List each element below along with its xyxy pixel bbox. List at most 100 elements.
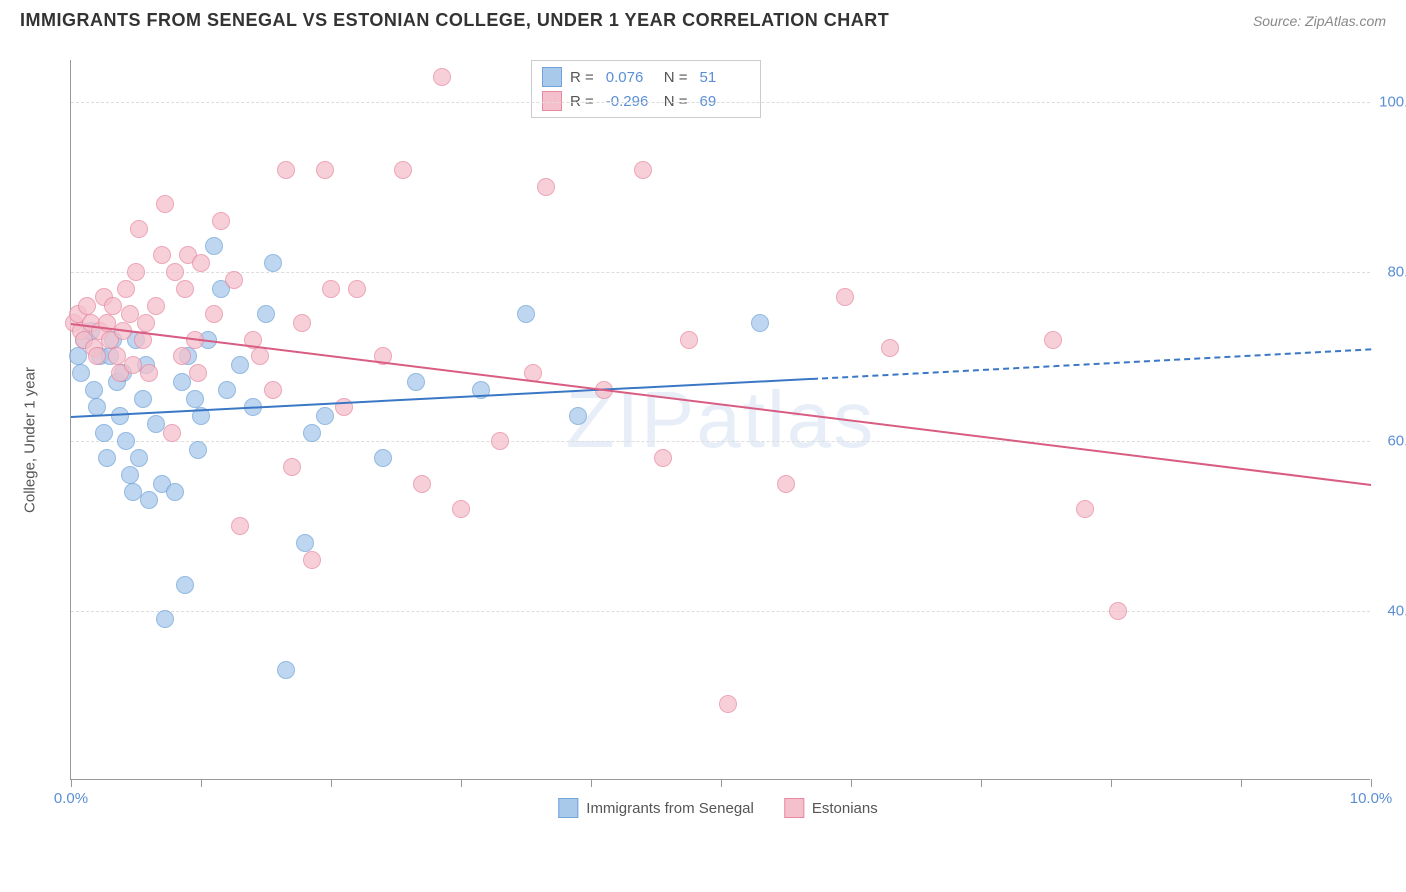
y-tick-label: 40.0% xyxy=(1387,602,1406,619)
data-point xyxy=(836,288,854,306)
y-axis-label: College, Under 1 year xyxy=(22,367,39,513)
data-point xyxy=(283,458,301,476)
data-point xyxy=(517,305,535,323)
y-tick-label: 80.0% xyxy=(1387,263,1406,280)
y-tick-label: 60.0% xyxy=(1387,433,1406,450)
data-point xyxy=(130,449,148,467)
data-point xyxy=(251,347,269,365)
data-point xyxy=(348,280,366,298)
legend-label: Immigrants from Senegal xyxy=(586,800,754,817)
data-point xyxy=(218,381,236,399)
data-point xyxy=(680,331,698,349)
data-point xyxy=(264,381,282,399)
legend-n-label: N = xyxy=(664,69,688,86)
data-point xyxy=(1076,500,1094,518)
x-tick xyxy=(981,779,982,787)
data-point xyxy=(108,347,126,365)
data-point xyxy=(303,551,321,569)
data-point xyxy=(491,432,509,450)
legend-swatch xyxy=(784,798,804,818)
data-point xyxy=(212,212,230,230)
x-tick xyxy=(591,779,592,787)
x-tick xyxy=(1241,779,1242,787)
chart-source: Source: ZipAtlas.com xyxy=(1253,13,1386,29)
gridline xyxy=(71,441,1370,442)
data-point xyxy=(95,424,113,442)
data-point xyxy=(537,178,555,196)
chart-container: College, Under 1 year ZIPatlas R = 0.076… xyxy=(50,50,1386,830)
data-point xyxy=(156,195,174,213)
data-point xyxy=(78,297,96,315)
data-point xyxy=(88,347,106,365)
data-point xyxy=(394,161,412,179)
y-tick-label: 100.0% xyxy=(1379,94,1406,111)
legend-item: Estonians xyxy=(784,798,878,818)
data-point xyxy=(654,449,672,467)
x-tick-label: 10.0% xyxy=(1350,790,1393,807)
data-point xyxy=(407,373,425,391)
data-point xyxy=(153,246,171,264)
x-tick xyxy=(1371,779,1372,787)
gridline xyxy=(71,272,1370,273)
data-point xyxy=(452,500,470,518)
data-point xyxy=(156,610,174,628)
data-point xyxy=(264,254,282,272)
data-point xyxy=(277,661,295,679)
trend-line xyxy=(71,323,1371,486)
legend-n-value: 69 xyxy=(700,93,750,110)
x-tick xyxy=(851,779,852,787)
data-point xyxy=(277,161,295,179)
legend-label: Estonians xyxy=(812,800,878,817)
data-point xyxy=(433,68,451,86)
data-point xyxy=(189,364,207,382)
legend-swatch xyxy=(558,798,578,818)
data-point xyxy=(163,424,181,442)
data-point xyxy=(189,441,207,459)
data-point xyxy=(137,314,155,332)
data-point xyxy=(117,432,135,450)
data-point xyxy=(173,347,191,365)
data-point xyxy=(205,237,223,255)
legend-n-value: 51 xyxy=(700,69,750,86)
data-point xyxy=(98,449,116,467)
data-point xyxy=(719,695,737,713)
x-tick xyxy=(721,779,722,787)
data-point xyxy=(176,280,194,298)
data-point xyxy=(140,364,158,382)
data-point xyxy=(117,280,135,298)
data-point xyxy=(134,390,152,408)
x-tick xyxy=(461,779,462,787)
series-legend: Immigrants from Senegal Estonians xyxy=(558,798,877,818)
gridline xyxy=(71,611,1370,612)
chart-header: IMMIGRANTS FROM SENEGAL VS ESTONIAN COLL… xyxy=(0,0,1406,36)
data-point xyxy=(205,305,223,323)
data-point xyxy=(296,534,314,552)
data-point xyxy=(121,466,139,484)
data-point xyxy=(72,364,90,382)
data-point xyxy=(634,161,652,179)
data-point xyxy=(257,305,275,323)
x-tick xyxy=(71,779,72,787)
data-point xyxy=(293,314,311,332)
data-point xyxy=(777,475,795,493)
data-point xyxy=(85,381,103,399)
data-point xyxy=(413,475,431,493)
data-point xyxy=(1109,602,1127,620)
x-tick xyxy=(201,779,202,787)
legend-r-value: 0.076 xyxy=(606,69,656,86)
correlation-legend: R = 0.076 N = 51 R = -0.296 N = 69 xyxy=(531,60,761,118)
legend-n-label: N = xyxy=(664,93,688,110)
data-point xyxy=(316,407,334,425)
data-point xyxy=(192,254,210,272)
legend-r-label: R = xyxy=(570,69,594,86)
data-point xyxy=(166,483,184,501)
data-point xyxy=(104,297,122,315)
data-point xyxy=(130,220,148,238)
data-point xyxy=(173,373,191,391)
x-tick xyxy=(331,779,332,787)
data-point xyxy=(751,314,769,332)
legend-r-label: R = xyxy=(570,93,594,110)
data-point xyxy=(127,263,145,281)
data-point xyxy=(121,305,139,323)
x-tick-label: 0.0% xyxy=(54,790,88,807)
